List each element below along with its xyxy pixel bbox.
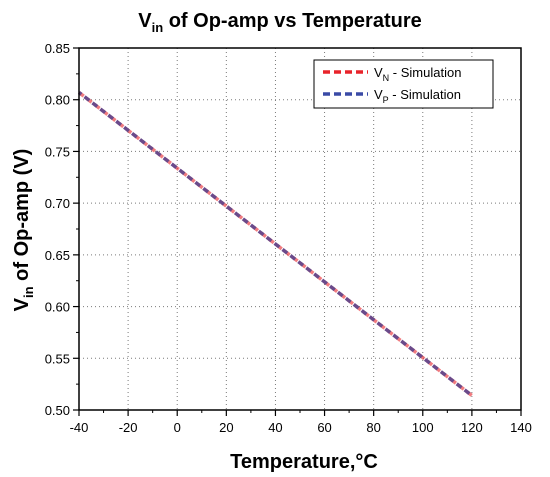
x-tick-label: -20 bbox=[119, 420, 138, 435]
title-rest: of Op-amp vs Temperature bbox=[163, 10, 422, 32]
legend-label-vn: VN - Simulation bbox=[374, 65, 461, 83]
legend: VN - Simulation VP - Simulation bbox=[313, 59, 494, 109]
y-axis-label: Vin of Op-amp (V) bbox=[11, 149, 36, 312]
y-tick-label: 0.80 bbox=[45, 93, 70, 108]
y-tick-label: 0.55 bbox=[45, 351, 70, 366]
ylabel-main: V bbox=[11, 297, 33, 311]
legend-box bbox=[313, 59, 494, 109]
x-tick-label: 80 bbox=[366, 420, 380, 435]
x-axis-label: Temperature,°C bbox=[230, 451, 378, 473]
y-axis-ticks: 0.50 0.55 0.60 0.65 0.70 0.75 0.80 0.85 bbox=[45, 41, 79, 418]
x-tick-label: 140 bbox=[510, 420, 532, 435]
x-tick-label: 20 bbox=[219, 420, 233, 435]
y-tick-label: 0.75 bbox=[45, 144, 70, 159]
ylabel-sub: in bbox=[21, 286, 36, 298]
chart-title: Vin of Op-amp vs Temperature bbox=[138, 10, 421, 35]
y-tick-label: 0.85 bbox=[45, 41, 70, 56]
title-sub: in bbox=[152, 20, 164, 35]
y-tick-label: 0.50 bbox=[45, 403, 70, 418]
x-tick-label: 40 bbox=[268, 420, 282, 435]
x-tick-label: 120 bbox=[461, 420, 483, 435]
x-tick-label: 100 bbox=[412, 420, 434, 435]
y-tick-label: 0.65 bbox=[45, 248, 70, 263]
ylabel-rest: of Op-amp (V) bbox=[11, 149, 33, 287]
title-main: V bbox=[138, 10, 152, 32]
x-axis-ticks: -40 -20 0 20 40 60 80 100 120 140 bbox=[70, 410, 532, 435]
grid bbox=[79, 48, 521, 410]
legend-label-vp: VP - Simulation bbox=[374, 87, 461, 105]
y-tick-label: 0.70 bbox=[45, 196, 70, 211]
y-tick-label: 0.60 bbox=[45, 300, 70, 315]
x-tick-label: -40 bbox=[70, 420, 89, 435]
series-lines bbox=[77, 91, 473, 397]
x-tick-label: 0 bbox=[174, 420, 181, 435]
x-tick-label: 60 bbox=[317, 420, 331, 435]
series-line-vp bbox=[77, 91, 473, 397]
